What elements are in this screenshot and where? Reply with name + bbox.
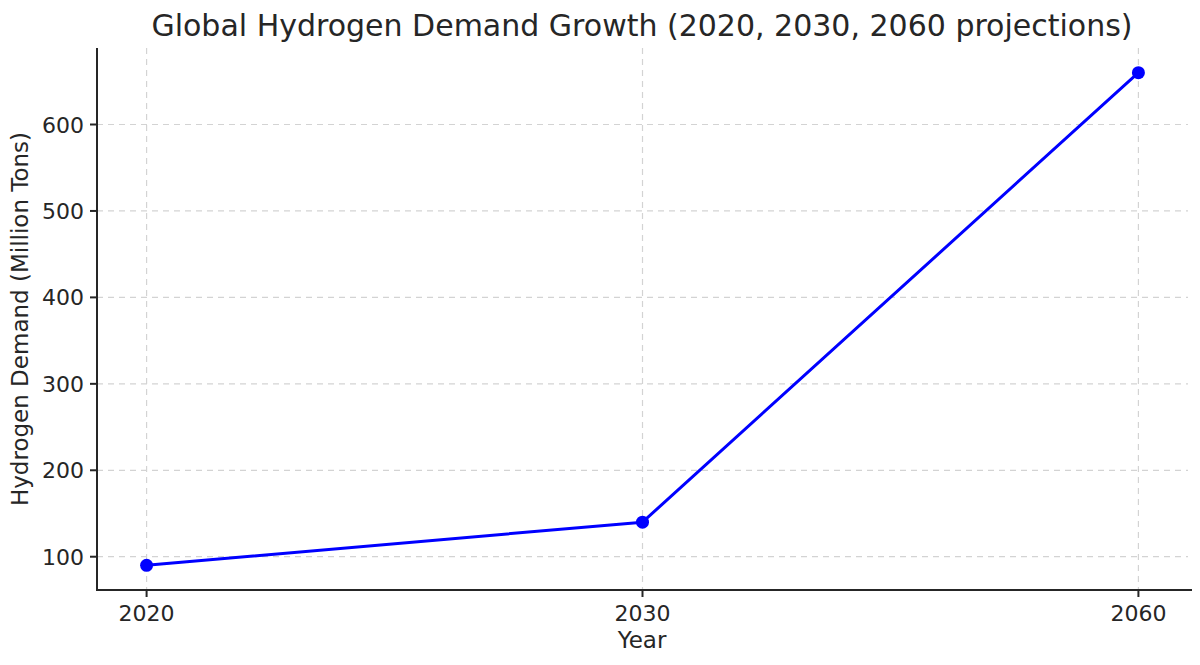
x-tick-label: 2030 bbox=[615, 601, 671, 626]
y-tick-label: 300 bbox=[42, 372, 84, 397]
x-tick-label: 2020 bbox=[119, 601, 175, 626]
y-tick-label: 500 bbox=[42, 199, 84, 224]
x-axis: 2020 2030 2060 bbox=[119, 590, 1167, 626]
data-point bbox=[636, 516, 649, 529]
y-tick-label: 200 bbox=[42, 458, 84, 483]
x-axis-label: Year bbox=[617, 627, 667, 653]
grid-layer bbox=[97, 48, 1188, 590]
data-point bbox=[1132, 66, 1145, 79]
axes-spines bbox=[96, 48, 1192, 591]
y-tick-label: 400 bbox=[42, 285, 84, 310]
y-tick-label: 100 bbox=[42, 545, 84, 570]
y-axis-label: Hydrogen Demand (Million Tons) bbox=[7, 132, 33, 506]
line-chart: 2020 2030 2060 100 200 300 400 500 600 Global H… bbox=[0, 0, 1200, 665]
y-tick-label: 600 bbox=[42, 113, 84, 138]
x-tick-label: 2060 bbox=[1110, 601, 1166, 626]
data-point bbox=[140, 559, 153, 572]
chart-figure: 2020 2030 2060 100 200 300 400 500 600 Global H… bbox=[0, 0, 1200, 665]
y-axis: 100 200 300 400 500 600 bbox=[42, 113, 97, 570]
chart-title: Global Hydrogen Demand Growth (2020, 203… bbox=[151, 8, 1132, 43]
